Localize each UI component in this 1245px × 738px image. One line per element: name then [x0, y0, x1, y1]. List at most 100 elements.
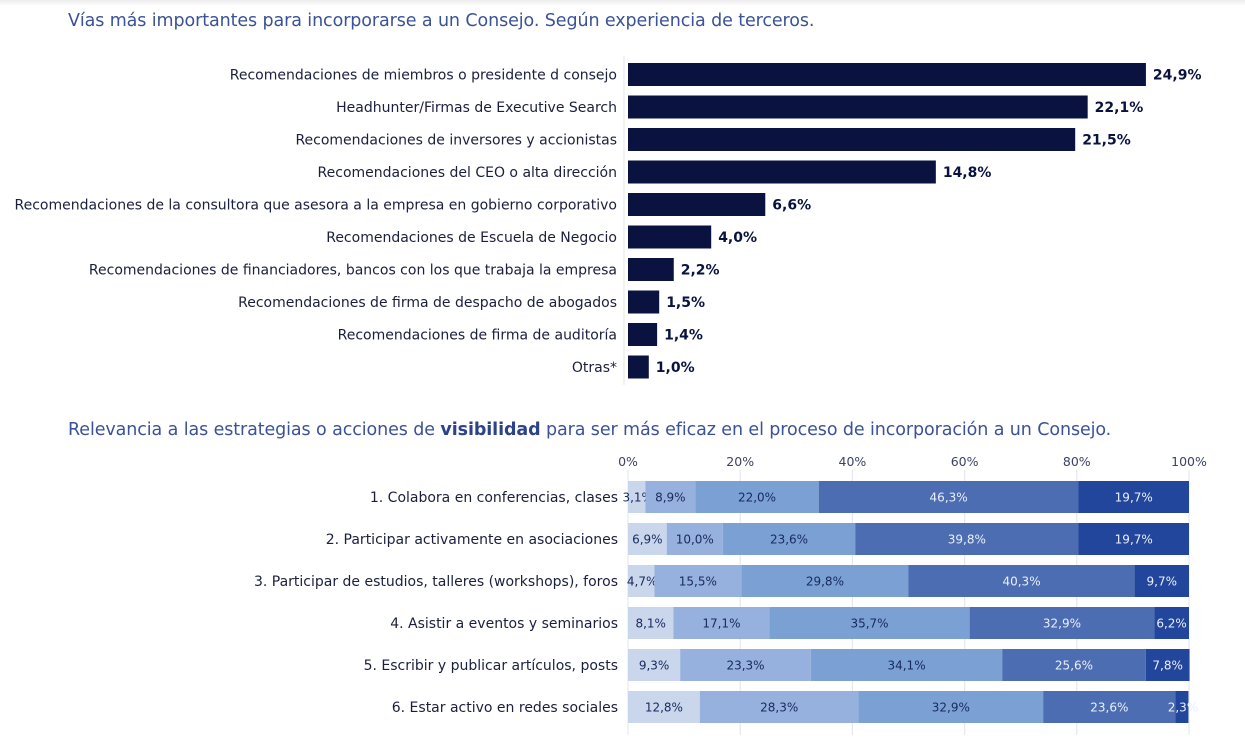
chart2-category-label: 1. Colabora en conferencias, clases [370, 490, 618, 506]
chart2-title: Relevancia a las estrategias o acciones … [68, 420, 1111, 440]
chart2-segment-label: 46,3% [930, 491, 968, 505]
chart2-x-tick-label: 60% [951, 454, 979, 469]
chart2-segment-label: 10,0% [676, 533, 714, 547]
chart1-value-label: 6,6% [772, 198, 811, 214]
chart2-x-tick-label: 40% [839, 454, 867, 469]
chart2-segment [818, 481, 1079, 513]
chart1-category-label: Recomendaciones de firma de auditoría [338, 328, 617, 344]
chart1-bar [628, 63, 1146, 86]
chart2-category-label: 4. Asistir a eventos y seminarios [390, 616, 618, 632]
chart1-value-label: 14,8% [943, 165, 992, 181]
chart1-category-label: Headhunter/Firmas de Executive Search [336, 100, 617, 116]
chart2-segment-label: 40,3% [1002, 575, 1040, 589]
chart2-segment [810, 649, 1003, 681]
chart2-segment [908, 565, 1135, 597]
chart2-segment-label: 12,8% [645, 701, 683, 715]
chart2-segment [680, 649, 811, 681]
chart2-segment-label: 8,1% [635, 617, 666, 631]
chart2-segment [628, 481, 646, 513]
chart2-segment-label: 39,8% [948, 533, 986, 547]
chart1-bar [628, 160, 936, 184]
chart1-title: Vías más importantes para incorporarse a… [68, 11, 815, 31]
chart1-bar [628, 225, 712, 249]
chart2-segment-label: 29,8% [806, 575, 844, 589]
chart2-segment-label: 32,9% [932, 701, 970, 715]
chart2-segment-label: 15,5% [679, 575, 717, 589]
chart2-segment [695, 481, 819, 513]
chart1-bar [628, 355, 649, 379]
chart2-segment-label: 6,2% [1156, 617, 1187, 631]
chart1-category-label: Recomendaciones de miembros o presidente… [230, 68, 617, 84]
chart2-segment [628, 649, 681, 681]
chart1-value-label: 4,0% [718, 230, 757, 246]
chart1-category-label: Recomendaciones de Escuela de Negocio [326, 230, 617, 246]
chart1-bar [628, 128, 1076, 151]
chart2-segment-label: 25,6% [1055, 659, 1093, 673]
chart2-category-label: 2. Participar activamente en asociacione… [326, 532, 618, 548]
chart1-category-label: Recomendaciones de la consultora que ase… [15, 198, 618, 214]
chart2-segment-label: 17,1% [702, 617, 740, 631]
chart2-segment [628, 691, 700, 723]
chart2-segment-label: 7,8% [1152, 659, 1183, 673]
chart1-category-label: Recomendaciones del CEO o alta dirección [318, 165, 617, 181]
chart2-segment-label: 2,3% [1168, 701, 1199, 715]
chart2-category-label: 6. Estar activo en redes sociales [392, 700, 618, 716]
chart1-bar [628, 258, 674, 281]
chart2-segment-label: 32,9% [1043, 617, 1081, 631]
chart2-segment-label: 19,7% [1115, 491, 1153, 505]
chart2-segment [654, 565, 742, 597]
chart2-segment [1145, 649, 1190, 681]
chart2-segment [1154, 607, 1189, 639]
chart2-segment [1175, 691, 1189, 723]
top-shadow [0, 0, 1245, 6]
chart2-segment-label: 9,7% [1147, 575, 1178, 589]
chart2-segment-label: 35,7% [850, 617, 888, 631]
chart2-segment [628, 607, 674, 639]
chart2-segment [1078, 481, 1189, 513]
chart2-x-tick-label: 100% [1171, 454, 1207, 469]
chart2-segment [628, 565, 655, 597]
chart2-segment [858, 691, 1044, 723]
chart2-segment-label: 22,0% [738, 491, 776, 505]
chart1-bar [628, 193, 766, 216]
chart2-segment-label: 23,6% [1090, 701, 1128, 715]
chart2-segment [855, 523, 1079, 555]
chart2-title-part1: Relevancia a las estrategias o acciones … [68, 420, 441, 440]
chart2-segment [741, 565, 909, 597]
chart2-x-tick-label: 20% [726, 454, 754, 469]
chart1-bar [628, 95, 1088, 119]
chart2-segment [673, 607, 770, 639]
chart2-segment [1002, 649, 1146, 681]
chart2-segment [628, 523, 667, 555]
chart1-category-label: Otras* [572, 360, 617, 376]
chart2-x-tick-label: 0% [618, 454, 638, 469]
chart2-segment-label: 9,3% [639, 659, 670, 673]
chart1-value-label: 22,1% [1095, 100, 1144, 116]
chart2-segment [645, 481, 696, 513]
chart1-bar [628, 323, 658, 346]
chart2-segment-label: 28,3% [760, 701, 798, 715]
chart2-segment [1078, 523, 1189, 555]
chart1-category-label: Recomendaciones de firma de despacho de … [238, 295, 617, 311]
chart1-bar [628, 290, 660, 314]
chart1-category-label: Recomendaciones de inversores y accionis… [295, 133, 617, 149]
chart2-segment [1043, 691, 1176, 723]
chart2-segment [699, 691, 859, 723]
chart2-segment-label: 4,7% [627, 575, 658, 589]
chart2-segment-label: 19,7% [1115, 533, 1153, 547]
chart2-segment [969, 607, 1155, 639]
chart2-segment-label: 23,6% [770, 533, 808, 547]
chart1-value-label: 1,0% [656, 360, 695, 376]
chart2-segment [1134, 565, 1189, 597]
chart2-segment-label: 34,1% [887, 659, 925, 673]
chart2-segment-label: 3,1% [622, 491, 653, 505]
chart1-category-label: Recomendaciones de financiadores, bancos… [89, 263, 617, 279]
chart2-segment-label: 6,9% [632, 533, 663, 547]
chart1-value-label: 21,5% [1082, 133, 1131, 149]
chart2-segment-label: 23,3% [726, 659, 764, 673]
chart1-value-label: 2,2% [681, 263, 720, 279]
chart2-category-label: 5. Escribir y publicar artículos, posts [364, 658, 618, 674]
chart2-segment [722, 523, 856, 555]
chart2-x-tick-label: 80% [1063, 454, 1091, 469]
